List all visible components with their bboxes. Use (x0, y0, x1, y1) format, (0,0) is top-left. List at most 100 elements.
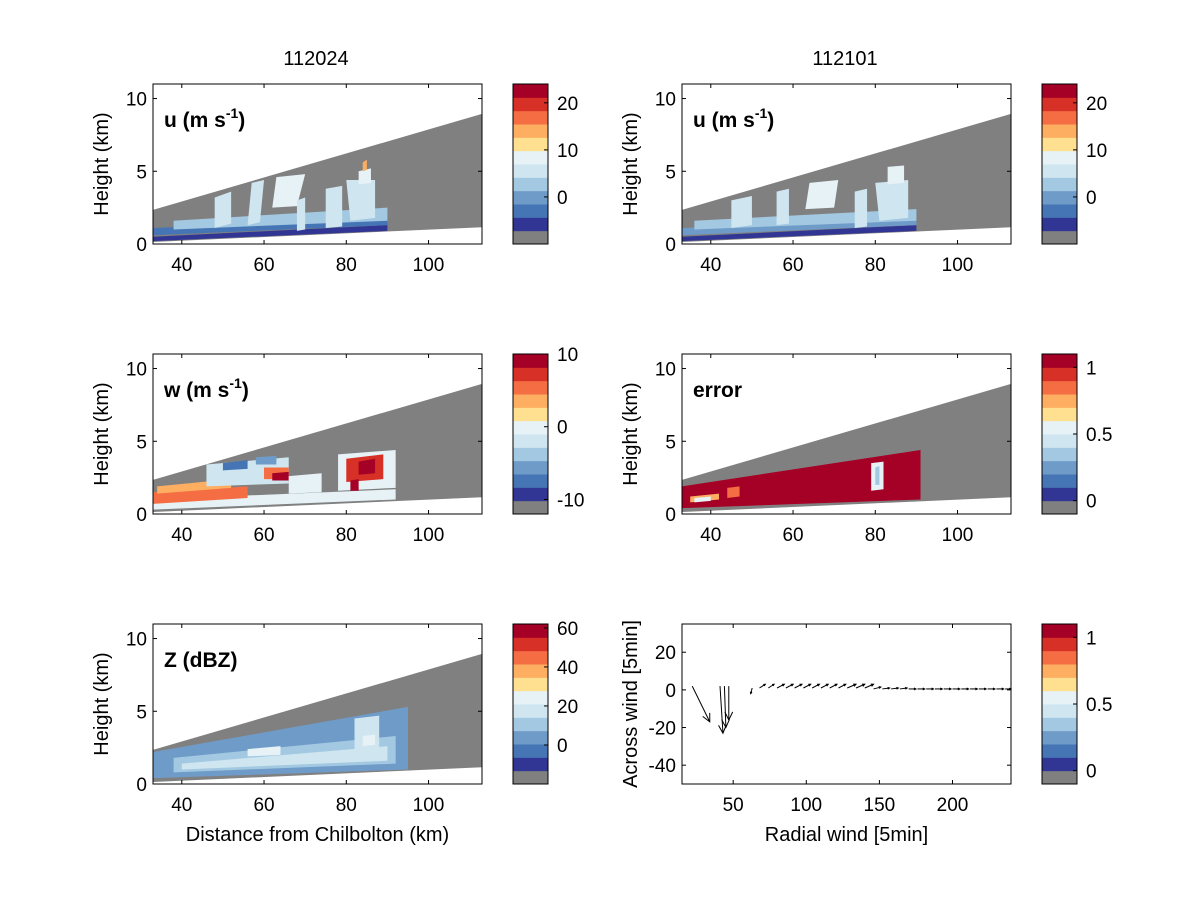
colorbar-swatch (513, 624, 548, 638)
colorbar-swatch (513, 717, 548, 732)
x-tick-label: 100 (942, 255, 974, 276)
axes-frame (152, 623, 483, 785)
wind-arrow (978, 687, 988, 691)
colorbar-swatch (513, 770, 548, 785)
colorbar-swatch (1042, 230, 1077, 245)
colorbar-swatch (513, 367, 548, 382)
wind-arrow (829, 683, 839, 689)
colorbar-swatch (513, 407, 548, 422)
arrow-head (718, 724, 727, 735)
data-region (887, 165, 905, 185)
colorbar-swatch (1042, 124, 1077, 138)
axes-frame (152, 353, 483, 515)
x-tick-label: 50 (723, 795, 744, 816)
wind-arrow (838, 683, 847, 689)
colorbar-swatch (513, 487, 548, 502)
x-tick-label: 80 (336, 255, 357, 276)
colorbar-swatch (1042, 217, 1077, 232)
arrow-shaft (882, 687, 890, 690)
colorbar-tick-label: 40 (557, 658, 578, 679)
colorbar-swatch (513, 230, 548, 245)
colorbar-swatch (513, 757, 548, 772)
y-tick-label: 5 (665, 162, 676, 183)
arrow-head (957, 687, 961, 691)
colorbar-tick-label: 10 (1086, 141, 1107, 162)
data-region (153, 225, 388, 242)
data-region (181, 746, 388, 770)
colorbar-swatch (1042, 717, 1077, 732)
data-region (272, 471, 289, 481)
x-tick-label: 100 (942, 525, 974, 546)
arrow-head (896, 686, 900, 690)
arrow-shaft (776, 683, 785, 689)
arrow-shaft (855, 683, 865, 689)
colorbar-swatch (513, 150, 548, 165)
colorbar-swatch (1042, 447, 1077, 462)
x-tick-label: 40 (171, 795, 192, 816)
arrow-head (940, 687, 944, 691)
colorbar-swatch (513, 434, 548, 448)
data-region (247, 180, 265, 226)
wind-arrow (749, 687, 753, 695)
arrow-shaft (847, 683, 857, 689)
colorbar-swatch (513, 394, 548, 408)
arrow-head (702, 712, 711, 723)
x-tick-label: 60 (253, 795, 274, 816)
colorbar-swatch (1042, 84, 1077, 98)
arrow-head (966, 687, 970, 691)
arrow-shaft (820, 683, 829, 689)
data-region (296, 197, 306, 231)
y-tick-label: 0 (136, 775, 147, 796)
colorbar-swatch (1042, 487, 1077, 502)
colorbar-swatch (1042, 677, 1077, 692)
data-region (255, 455, 277, 465)
x-tick-label: 200 (937, 795, 969, 816)
y-tick-label: 5 (136, 702, 147, 723)
x-tick-label: 60 (782, 525, 803, 546)
arrow-head (931, 687, 935, 691)
x-tick-label: 40 (171, 255, 192, 276)
y-axis-label: Height (km) (620, 382, 642, 485)
arrow-head (825, 683, 830, 687)
arrow-shaft (829, 683, 838, 689)
y-tick-label: 0 (136, 505, 147, 526)
wind-arrow (785, 683, 795, 689)
y-tick-label: 5 (665, 432, 676, 453)
panel-u-112101: u (m s-1) 40 60 80 100 0 5 10 Height (km) (620, 83, 1012, 276)
colorbar-tick-label: 0 (1086, 762, 1097, 783)
colorbar-tick-label: 1 (1086, 628, 1097, 649)
x-tick-label: 40 (700, 525, 721, 546)
wind-arrow (970, 687, 979, 691)
y-tick-label: 10 (126, 90, 147, 111)
panel-quiver-112101: 50 100 150 200 -40 -20 0 20 Across wind [5min] Ra… (620, 620, 1013, 846)
panel-label: u (m s-1) (693, 105, 774, 132)
arrow-head (913, 687, 918, 691)
axes-frame (681, 623, 1012, 785)
arrow-head (948, 687, 953, 691)
wind-arrow (794, 683, 803, 689)
wind-arrow (811, 683, 821, 689)
data-region (362, 159, 367, 172)
arrow-head (721, 719, 730, 729)
data-region (854, 188, 868, 228)
colorbar-swatch (1042, 164, 1077, 178)
panel-w-112024: w (m s-1) 40 60 80 100 0 5 10 Height (km) (91, 353, 483, 546)
x-tick-label: 100 (413, 255, 445, 276)
colorbar-swatch (1042, 177, 1077, 192)
colorbar: 00.51 (1041, 353, 1112, 515)
wind-arrow (934, 687, 944, 691)
colorbar-swatch (513, 650, 548, 665)
colorbar-swatch (1042, 150, 1077, 165)
colorbar-swatch (1042, 474, 1077, 488)
y-tick-label: 5 (136, 162, 147, 183)
wind-arrow (891, 686, 900, 690)
arrow-head (922, 687, 926, 691)
wind-arrow (996, 687, 1005, 691)
data-region (247, 746, 281, 757)
colorbar-swatch (1042, 190, 1077, 205)
colorbar-swatch (1042, 770, 1077, 785)
colorbar-swatch (513, 137, 548, 152)
colorbar-tick-label: 0 (1086, 492, 1097, 513)
y-tick-label: 10 (655, 360, 676, 381)
wind-arrow (820, 683, 830, 689)
